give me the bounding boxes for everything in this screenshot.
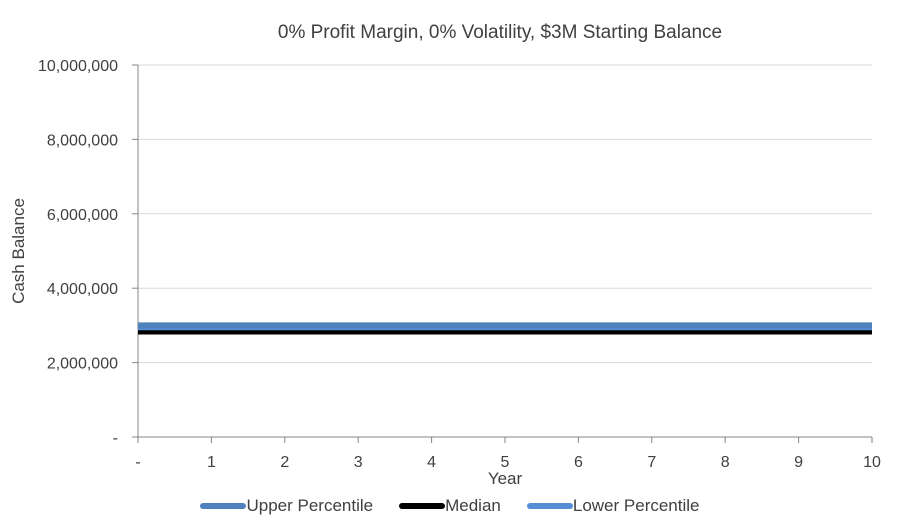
y-tick-label-1: 2,000,000 (47, 356, 118, 373)
legend: Upper Percentile Median Lower Percentile (0, 492, 900, 520)
legend-label-upper-percentile: Upper Percentile (246, 496, 374, 515)
x-axis-label: Year (488, 469, 523, 488)
x-tick-label-1: 1 (207, 454, 216, 471)
y-tick-label-3: 6,000,000 (47, 207, 118, 224)
y-tick-label-0: - (113, 430, 118, 447)
axes (132, 64, 873, 443)
y-tick-label-5: 10,000,000 (38, 58, 118, 75)
legend-item-median: Median (399, 496, 501, 516)
y-tick-label-4: 8,000,000 (47, 132, 118, 149)
x-tick-label-0: - (135, 454, 140, 471)
legend-swatch-median (399, 503, 446, 509)
x-tick-label-6: 6 (574, 454, 583, 471)
tick-labels: - 2,000,000 4,000,000 6,000,000 8,000,000 10,… (38, 58, 881, 471)
legend-label-median: Median (445, 496, 501, 515)
legend-swatch-lower-percentile (526, 503, 573, 509)
legend-label-lower-percentile: Lower Percentile (572, 496, 700, 515)
x-tick-label-10: 10 (863, 454, 881, 471)
x-tick-label-4: 4 (427, 454, 436, 471)
legend-swatch-upper-percentile (200, 503, 247, 509)
series-lines (138, 322, 872, 335)
gridlines (138, 64, 872, 364)
x-tick-label-8: 8 (721, 454, 730, 471)
y-tick-label-2: 4,000,000 (47, 281, 118, 298)
x-tick-label-3: 3 (354, 454, 363, 471)
x-tick-label-2: 2 (280, 454, 289, 471)
legend-item-upper-percentile: Upper Percentile (200, 496, 373, 516)
x-tick-label-5: 5 (501, 454, 510, 471)
x-tick-label-9: 9 (794, 454, 803, 471)
y-axis-label: Cash Balance (9, 198, 28, 304)
chart-title: 0% Profit Margin, 0% Volatility, $3M Sta… (278, 22, 722, 43)
x-tick-label-7: 7 (647, 454, 656, 471)
legend-item-lower-percentile: Lower Percentile (526, 496, 700, 516)
